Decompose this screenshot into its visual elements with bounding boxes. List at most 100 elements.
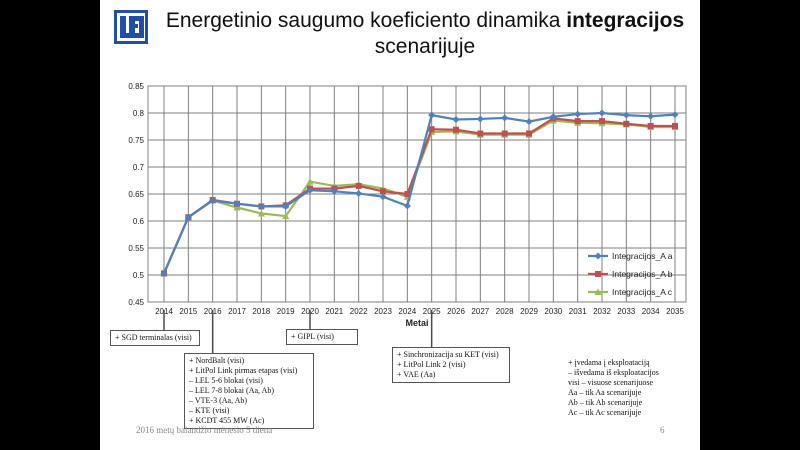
series-b-point [380,188,386,195]
y-tick-label: 0.85 [128,82,144,91]
x-tick-label: 2019 [277,307,295,316]
note-line: – išvedama iš eksploatacijos [568,368,659,377]
y-tick-label: 0.7 [133,163,145,172]
y-tick-label: 0.45 [128,298,144,307]
annotation-2016-line: – LEL 5-6 blokai (visi) [189,376,263,385]
note-line: Aa – tik Aa scenarijuje [568,388,642,397]
legend-notes: + įvedama į eksploataciją – išvedama iš e… [568,358,659,418]
annotation-2025-line: + VAE (Aa) [397,370,436,379]
series-a-point [355,189,363,197]
x-tick-label: 2015 [179,307,197,316]
lei-logo [114,10,148,44]
series-a-point [282,202,290,210]
legend-marker [594,288,602,295]
series-a-point [622,111,630,119]
legend-marker [595,271,601,277]
x-tick-label: 2018 [252,307,270,316]
series-c-point [282,212,290,220]
x-tick-label: 2022 [350,307,368,316]
x-tick-label: 2017 [228,307,246,316]
annotation-2016-line: + LitPol Link pirmas etapas (visi) [189,366,298,375]
annotation-2016-line: + NordBalt (visi) [189,356,245,365]
series-b-point [672,122,678,129]
series-c-point [233,204,241,211]
x-tick-label: 2021 [325,307,343,316]
series-a-point [379,193,387,201]
note-line: visi – visuose scenarijuose [568,378,654,387]
annotation-2016-line: + KCDT 455 MW (Ac) [189,416,265,425]
annotation-2016-line: – LEL 7-8 blokai (Aa, Ab) [189,386,275,395]
page-number: 6 [660,425,665,435]
series-c-point [257,209,265,217]
annotation-2020-line: + GIPL (visi) [291,332,334,341]
line-chart: 0.450.50.550.60.650.70.750.80.8520142015… [128,82,687,354]
y-tick-label: 0.8 [133,109,145,118]
title-text: Energetinio saugumo koeficiento dinamika [165,9,567,32]
series-a-point [574,110,582,118]
annotation-2025-line: + Sinchronizacija su KET (visi) [397,350,499,359]
series-a-point [476,115,484,123]
note-line: Ab – tik Ab scenarijuje [568,398,643,407]
title-bold-text: integracijos [566,9,685,32]
series-b-point [355,182,362,189]
x-tick-label: 2034 [642,307,660,316]
annotation-2016-line: – KTE (visi) [189,406,230,415]
series-line-1 [162,111,676,274]
series-a-point [209,196,217,204]
annotation-2016-line: – VTE-3 (Aa, Ab) [189,396,248,405]
y-tick-label: 0.75 [128,136,144,145]
legend-label: Integracijos_A a [612,251,673,261]
series-a-point [598,109,606,117]
y-tick-label: 0.5 [133,271,145,280]
series-b-point [647,122,654,129]
x-tick-label: 2024 [398,307,416,316]
series-a-point [671,111,679,119]
slide-footer: 2016 metų balandžio mėnesio 5 diena [136,425,273,435]
series-a-point [233,200,241,208]
annotation-box-2014: + SGD terminalas (visi) [110,330,200,346]
series-b-point [623,120,630,127]
legend-marker [594,252,602,260]
x-tick-label: 2032 [593,307,611,316]
series-b-point [574,118,581,125]
legend-label: Integracijos_A b [612,269,673,279]
series-a-point [160,269,168,277]
x-tick-label: 2035 [666,307,684,316]
y-tick-label: 0.6 [133,217,145,226]
series-b-point [599,118,605,125]
x-tick-label: 2031 [569,307,587,316]
note-line: + įvedama į eksploataciją [568,358,650,367]
series-a-point [184,213,192,221]
x-tick-label: 2026 [447,307,465,316]
annotation-2014-line: + SGD terminalas (visi) [115,333,192,342]
x-tick-label: 2030 [544,307,562,316]
annotation-box-2020: + GIPL (visi) [286,329,358,345]
series-a-point [257,202,265,210]
slide-title: Energetinio saugumo koeficiento dinamika… [160,8,690,60]
title-second-line: scenarijuje [374,35,476,58]
series-c-point [306,178,314,185]
series-b-point [453,126,459,133]
x-tick-label: 2023 [374,307,392,316]
series-a-point [501,114,509,122]
series-b-point [404,191,411,197]
annotation-2025-line: + LitPol Link 2 (visi) [397,360,466,369]
x-axis-label: Metai [405,318,428,328]
x-tick-label: 2027 [471,307,489,316]
series-a-point [330,187,338,195]
series-b-point [526,130,532,137]
slide: Energetinio saugumo koeficiento dinamika… [100,0,700,450]
annotation-box-2016: + NordBalt (visi) + LitPol Link pirmas et… [184,353,314,429]
series-a-point [306,186,314,194]
x-tick-label: 2033 [617,307,635,316]
series-b-point [477,130,484,137]
series-a-point [525,118,533,126]
legend-label: Integracijos_A c [612,287,673,297]
series-a-point [549,113,557,121]
note-line: Ac – tik Ac scenarijuje [568,408,642,417]
series-b-point [501,130,508,137]
series-a-point [647,112,655,120]
x-tick-label: 2029 [520,307,538,316]
y-tick-label: 0.65 [128,190,144,199]
series-a-point [452,115,460,123]
